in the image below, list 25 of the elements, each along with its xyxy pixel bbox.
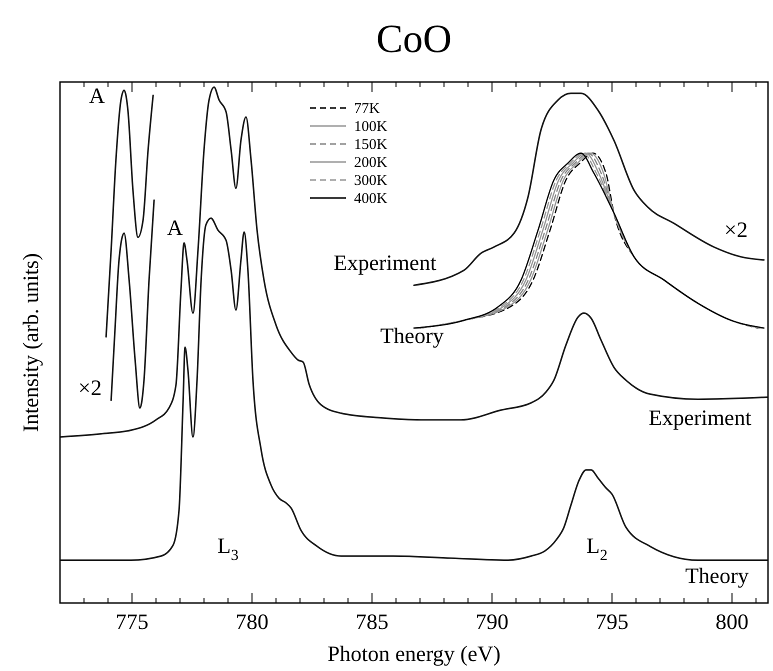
annotation: ×2 [78, 375, 102, 400]
annotation: A [167, 215, 184, 240]
annotation: Experiment [648, 405, 752, 430]
annotation: A [89, 83, 106, 108]
annotation: Theory [380, 323, 444, 348]
x-tick-label: 800 [716, 609, 748, 634]
legend-label: 100K [354, 119, 388, 135]
x-axis-title: Photon energy (eV) [327, 641, 501, 666]
legend-label: 150K [354, 137, 388, 153]
x-tick-label: 775 [116, 609, 148, 634]
x-tick-label: 785 [356, 609, 388, 634]
chart-title: CoO [376, 16, 452, 61]
annotation: Experiment [334, 250, 436, 276]
legend-label: 300K [354, 173, 388, 189]
y-axis-title: Intensity (arb. units) [18, 252, 43, 432]
x-tick-label: 795 [596, 609, 628, 634]
legend-label: 77K [354, 101, 380, 117]
annotation: Theory [685, 563, 749, 588]
x-tick-label: 780 [236, 609, 268, 634]
legend-label: 400K [354, 191, 388, 207]
annotation: ×2 [724, 217, 748, 242]
legend-label: 200K [354, 155, 388, 171]
annotation: L$_{3}$ [217, 533, 239, 564]
annotation: L$_{2}$ [586, 533, 608, 564]
x-tick-label: 790 [476, 609, 508, 634]
